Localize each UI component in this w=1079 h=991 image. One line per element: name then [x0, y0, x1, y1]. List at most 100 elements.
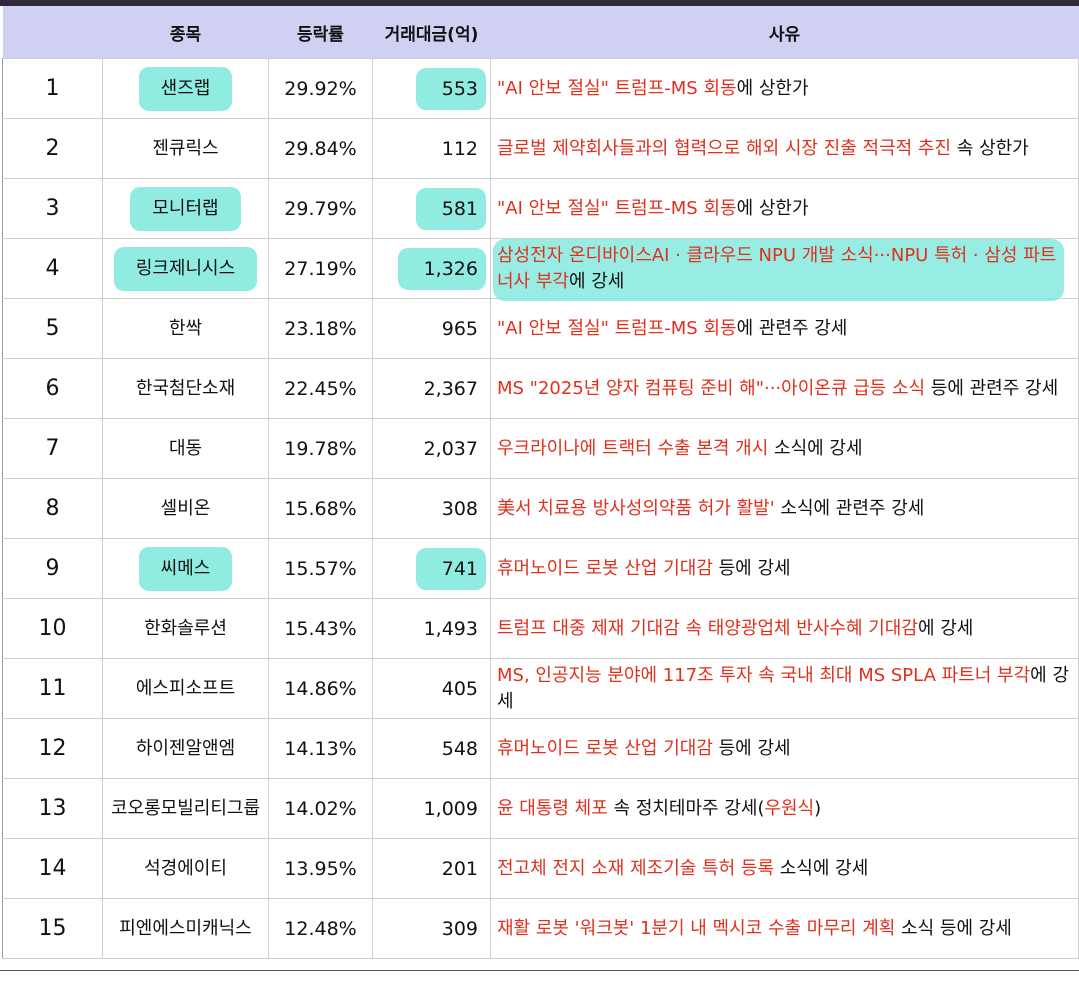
rank-cell: 14: [2, 838, 103, 899]
stock-name-cell: 한화솔루션: [102, 598, 269, 659]
change-cell: 27.19%: [268, 238, 373, 299]
reason-text: 에 상한가: [736, 77, 809, 99]
table-body: 1 샌즈랩 29.92% 553 "AI 안보 절실" 트럼프-MS 회동에 상한가 2 젠…: [2, 58, 1079, 959]
reason-text: ): [814, 797, 822, 819]
highlight-mark: 모니터랩: [130, 186, 241, 231]
volume-cell: 965: [372, 298, 491, 359]
reason-text: 소식에 관련주 강세: [774, 497, 925, 519]
stock-name: 모니터랩: [152, 197, 219, 219]
reason-cell: 글로벌 제약회사들과의 협력으로 해외 시장 진출 적극적 추진 속 상한가: [490, 118, 1079, 179]
reason-text: 에 강세: [568, 270, 625, 292]
rank-text: 4: [45, 256, 60, 281]
change-cell: 29.84%: [268, 118, 373, 179]
stock-name-cell: 씨메스: [102, 538, 269, 599]
volume-cell: 548: [372, 718, 491, 779]
stock-name: 하이젠알앤엠: [135, 737, 236, 759]
stock-name-cell: 링크제니시스: [102, 238, 269, 299]
rank-cell: 7: [2, 418, 103, 479]
change-rate: 29.79%: [284, 197, 357, 220]
change-rate: 14.02%: [284, 797, 357, 820]
reason-text: 등에 관련주 강세: [925, 377, 1059, 399]
reason-highlight-text: 전고체 전지 소재 제조기술 특허 등록: [497, 857, 775, 879]
stock-name: 젠큐릭스: [152, 137, 219, 159]
stock-name: 셀비온: [160, 497, 211, 519]
stock-name-cell: 한싹: [102, 298, 269, 359]
reason-text: 등에 강세: [712, 557, 791, 579]
stock-name: 한화솔루션: [144, 617, 227, 639]
rank-text: 3: [45, 196, 60, 221]
change-cell: 29.92%: [268, 58, 373, 119]
trade-volume: 1,009: [423, 797, 478, 820]
volume-cell: 1,493: [372, 598, 491, 659]
stock-name-cell: 샌즈랩: [102, 58, 269, 119]
reason-cell: MS "2025년 양자 컴퓨팅 준비 해"···아이온큐 급등 소식 등에 관…: [490, 358, 1079, 419]
change-rate: 15.43%: [284, 617, 357, 640]
rank-text: 6: [45, 376, 60, 401]
stock-name: 한싹: [168, 317, 203, 339]
reason-highlight-text: "AI 안보 절실" 트럼프-MS 회동: [497, 77, 737, 99]
trade-volume: 741: [441, 557, 478, 580]
change-cell: 14.02%: [268, 778, 373, 839]
reason-highlight-text: 글로벌 제약회사들과의 협력으로 해외 시장 진출 적극적 추진: [497, 137, 952, 159]
reason-cell: 전고체 전지 소재 제조기술 특허 등록 소식에 강세: [490, 838, 1079, 899]
reason-highlight-text: MS, 인공지능 분야에 117조 투자 속 국내 최대 MS SPLA 파트너…: [497, 664, 1031, 686]
volume-cell: 2,367: [372, 358, 491, 419]
rank-text: 5: [45, 316, 60, 341]
trade-volume: 405: [441, 677, 478, 700]
rank-text: 10: [38, 616, 67, 641]
reason-highlight-text: 美서 치료용 방사성의약품 허가 활발': [497, 497, 775, 519]
rank-cell: 9: [2, 538, 103, 599]
reason-highlight-text: MS "2025년 양자 컴퓨팅 준비 해"···아이온큐 급등 소식: [497, 377, 926, 399]
reason-text: 속 상한가: [951, 137, 1029, 159]
reason-text: 속 정치테마주 강세(: [607, 797, 765, 819]
table-row: 11 에스피소프트 14.86% 405 MS, 인공지능 분야에 117조 투자 속 …: [2, 658, 1079, 719]
header-change: 등락률: [268, 6, 373, 59]
rank-text: 15: [38, 916, 67, 941]
reason-cell: 삼성전자 온디바이스AI · 클라우드 NPU 개발 소식···NPU 특허 ·…: [490, 238, 1079, 301]
stock-name: 씨메스: [160, 557, 211, 579]
table-row: 10 한화솔루션 15.43% 1,493 트럼프 대중 제재 기대감 속 태양광업체 …: [2, 598, 1079, 659]
rank-cell: 12: [2, 718, 103, 779]
change-cell: 15.43%: [268, 598, 373, 659]
change-rate: 19.78%: [284, 437, 357, 460]
change-cell: 14.86%: [268, 658, 373, 719]
stock-name-cell: 에스피소프트: [102, 658, 269, 719]
change-cell: 14.13%: [268, 718, 373, 779]
reason-cell: "AI 안보 절실" 트럼프-MS 회동에 상한가: [490, 58, 1079, 119]
reason-highlight-text: 트럼프 대중 제재 기대감 속 태양광업체 반사수혜 기대감: [497, 617, 918, 639]
header-reason: 사유: [490, 6, 1079, 59]
trade-volume: 581: [441, 197, 478, 220]
reason-cell: 윤 대통령 체포 속 정치테마주 강세(우원식): [490, 778, 1079, 839]
rank-text: 1: [45, 76, 60, 101]
volume-cell: 112: [372, 118, 491, 179]
rank-cell: 4: [2, 238, 103, 299]
change-cell: 13.95%: [268, 838, 373, 899]
highlight-mark: 1,326: [397, 247, 487, 290]
reason-text: 에 관련주 강세: [736, 317, 848, 339]
table-row: 2 젠큐릭스 29.84% 112 글로벌 제약회사들과의 협력으로 해외 시장 진출 …: [2, 118, 1079, 179]
volume-cell: 308: [372, 478, 491, 539]
reason-highlight-text: 우크라이나에 트랙터 수출 본격 개시: [497, 437, 769, 459]
trade-volume: 965: [441, 317, 478, 340]
reason-cell: 美서 치료용 방사성의약품 허가 활발' 소식에 관련주 강세: [490, 478, 1079, 539]
rank-cell: 8: [2, 478, 103, 539]
table-row: 14 석경에이티 13.95% 201 전고체 전지 소재 제조기술 특허 등록 소식에…: [2, 838, 1079, 899]
rank-text: 8: [45, 496, 60, 521]
rank-text: 13: [38, 796, 67, 821]
stock-table: 종목 등락률 거래대금(억) 사유 1 샌즈랩 29.92% 553 "AI 안보 절실…: [2, 6, 1079, 959]
volume-cell: 741: [372, 538, 491, 599]
trade-volume: 1,326: [423, 257, 478, 280]
reason-text: 등에 강세: [712, 737, 791, 759]
rank-cell: 10: [2, 598, 103, 659]
change-cell: 22.45%: [268, 358, 373, 419]
change-cell: 12.48%: [268, 898, 373, 959]
table-row: 8 셀비온 15.68% 308 美서 치료용 방사성의약품 허가 활발' 소식에 관련…: [2, 478, 1079, 539]
reason-cell: 우크라이나에 트랙터 수출 본격 개시 소식에 강세: [490, 418, 1079, 479]
stock-name-cell: 셀비온: [102, 478, 269, 539]
reason-cell: 휴머노이드 로봇 산업 기대감 등에 강세: [490, 718, 1079, 779]
stock-name: 링크제니시스: [135, 257, 236, 279]
trade-volume: 112: [441, 137, 478, 160]
highlight-mark: 581: [415, 187, 487, 230]
volume-cell: 553: [372, 58, 491, 119]
change-rate: 12.48%: [284, 917, 357, 940]
